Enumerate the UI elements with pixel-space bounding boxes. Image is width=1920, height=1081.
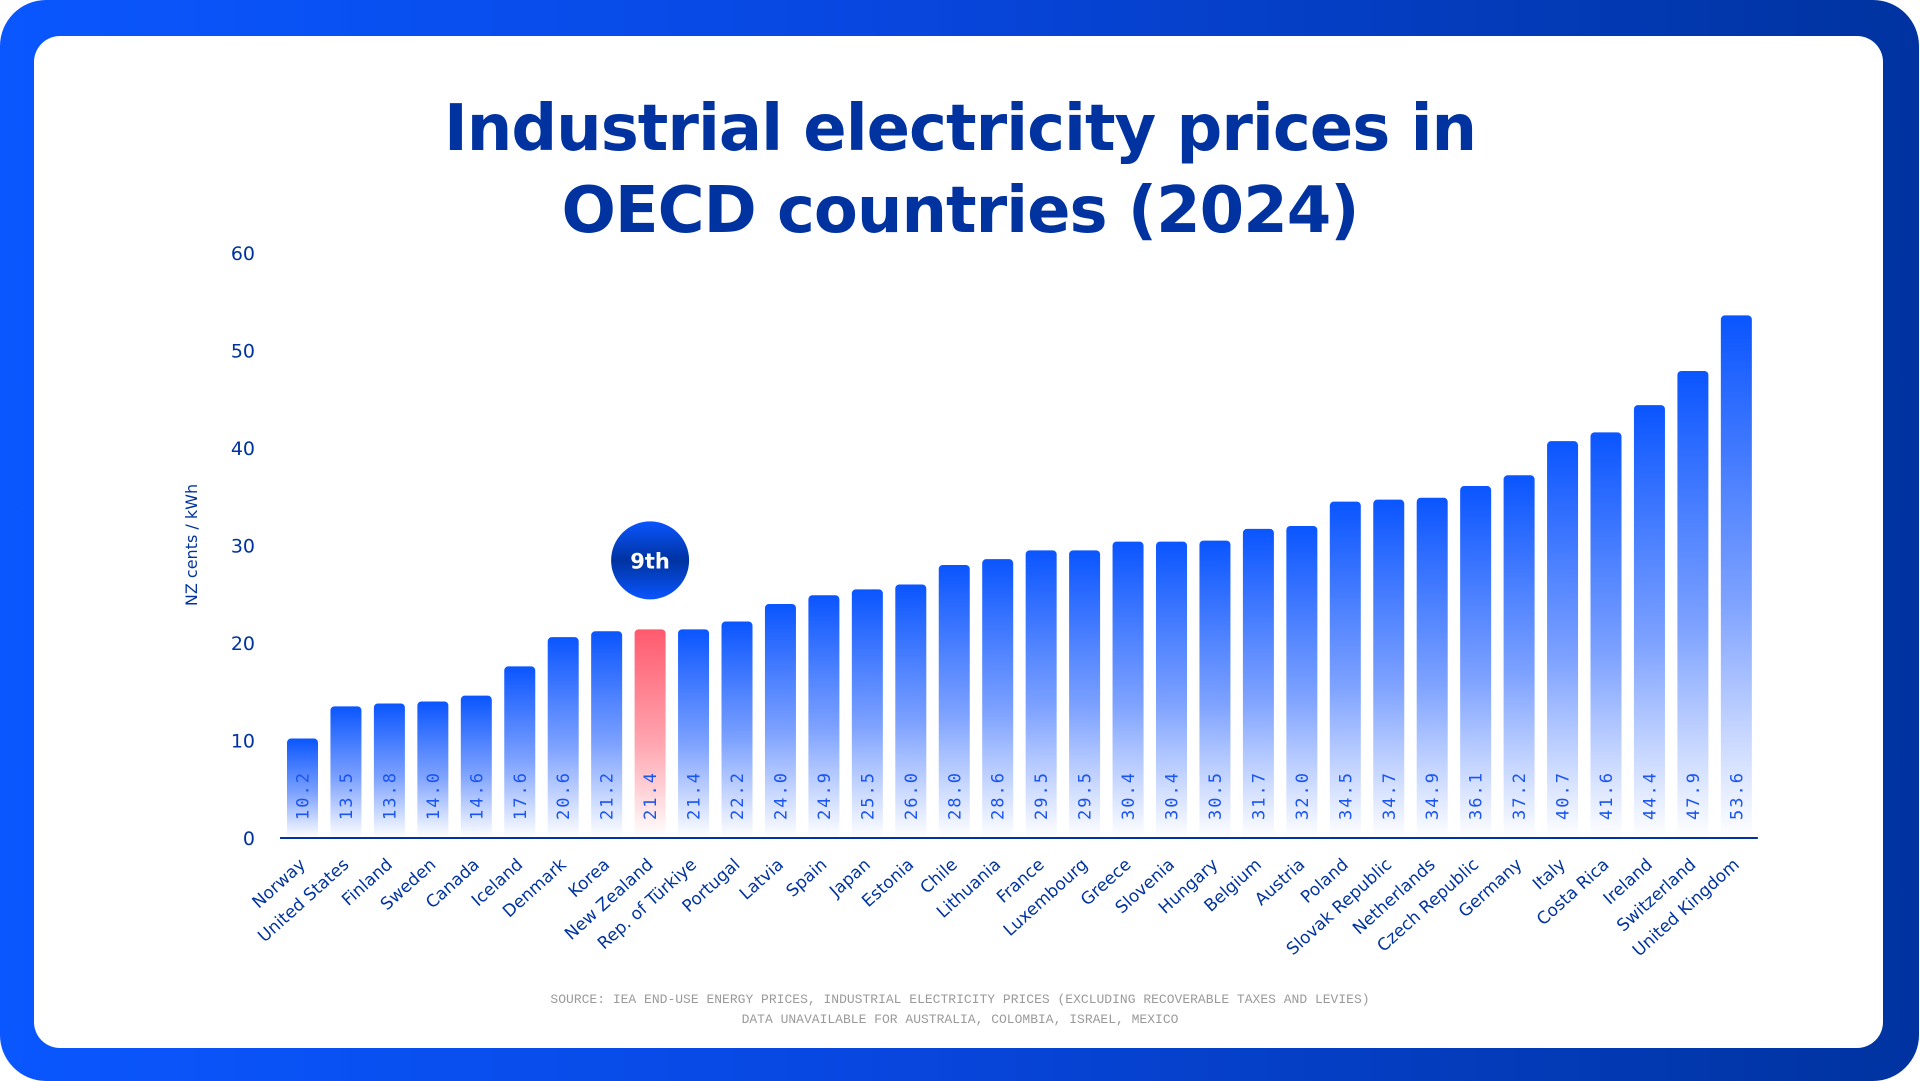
bar [721, 621, 753, 838]
bar [1677, 370, 1709, 838]
rank-badge: 9th [611, 521, 690, 600]
bar-value-label: 34.5 [1336, 771, 1356, 820]
bar [1025, 550, 1057, 838]
bar-value-label: 30.4 [1163, 771, 1183, 820]
source-line-1: SOURCE: IEA END-USE ENERGY PRICES, INDUS… [550, 992, 1370, 1007]
chart-title-line-1: Industrial electricity prices in [443, 92, 1477, 166]
bar-value-label: 28.6 [989, 771, 1009, 820]
bar [851, 589, 883, 838]
bars: 10.2 13.5 13.8 14.0 14.6 17.6 20.6 21.2 21.4 21.4… [287, 315, 1752, 838]
bar-value-label: 30.5 [1206, 771, 1226, 820]
bar [1286, 526, 1318, 838]
bar-value-label: 32.0 [1293, 771, 1313, 820]
bar [1199, 540, 1231, 838]
bar [1373, 499, 1405, 838]
bar-value-label: 13.8 [380, 771, 400, 820]
bar [938, 565, 970, 838]
y-tick-label: 50 [231, 341, 255, 363]
y-tick-label: 40 [231, 438, 255, 460]
bar-value-label: 24.9 [815, 771, 835, 820]
bar [460, 695, 492, 838]
bar [1460, 486, 1492, 838]
bar-value-label: 29.5 [1076, 771, 1096, 820]
y-tick-label: 30 [231, 536, 255, 558]
bar [895, 584, 927, 838]
bar [1242, 528, 1274, 838]
bar-value-label: 34.9 [1423, 771, 1443, 820]
bar [808, 595, 840, 838]
y-axis: 0 10 20 30 40 50 60 [231, 243, 255, 850]
bar [330, 706, 362, 838]
bar-value-label: 28.0 [945, 771, 965, 820]
y-tick-label: 20 [231, 633, 255, 655]
bar-value-label: 17.6 [511, 771, 531, 820]
bar-value-label: 21.2 [598, 771, 618, 820]
source-line-2: DATA UNAVAILABLE FOR AUSTRALIA, COLOMBIA… [741, 1012, 1179, 1027]
bar [547, 637, 579, 838]
bar [591, 631, 623, 838]
bar-value-label: 24.0 [771, 771, 791, 820]
bar [373, 703, 405, 838]
bar [1416, 497, 1448, 838]
bar-value-label: 20.6 [554, 771, 574, 820]
x-tick-label: Spain [783, 855, 832, 902]
bar-value-label: 26.0 [902, 771, 922, 820]
bar-value-label: 14.0 [424, 771, 444, 820]
bar [1720, 315, 1752, 838]
x-tick-label: Latvia [736, 855, 788, 905]
bar-value-label: 14.6 [467, 771, 487, 820]
y-tick-label: 0 [243, 828, 255, 850]
bar-value-label: 30.4 [1119, 771, 1139, 820]
bar-value-label: 22.2 [728, 771, 748, 820]
bar [1503, 475, 1535, 838]
bar [1590, 432, 1622, 838]
bar [287, 738, 318, 838]
bar-value-label: 47.9 [1684, 771, 1704, 820]
bar [504, 666, 536, 838]
bar [417, 701, 449, 838]
bar [1547, 441, 1579, 838]
bar-value-label: 21.4 [685, 771, 705, 820]
chart-title: Industrial electricity prices in OECD co… [0, 88, 1920, 252]
bar [982, 559, 1014, 838]
bar-value-label: 34.7 [1380, 771, 1400, 820]
chart-title-line-2: OECD countries (2024) [561, 174, 1359, 248]
bar [678, 629, 710, 838]
bar [1633, 405, 1665, 838]
bar [1069, 550, 1101, 838]
y-axis-title: NZ cents / kWh [182, 484, 201, 606]
y-tick-label: 10 [231, 731, 255, 753]
bar-value-label: 10.2 [294, 771, 314, 820]
bar-value-label: 31.7 [1249, 771, 1269, 820]
bar-value-label: 29.5 [1032, 771, 1052, 820]
bar-value-label: 25.5 [858, 771, 878, 820]
bar-value-label: 41.6 [1597, 771, 1617, 820]
bar [1156, 541, 1187, 838]
bar-value-label: 21.4 [641, 771, 661, 820]
y-tick-label: 60 [231, 243, 255, 265]
bar [764, 604, 796, 838]
bar-value-label: 37.2 [1510, 771, 1530, 820]
bar-value-label: 44.4 [1640, 771, 1660, 820]
x-tick-label: Austria [1251, 855, 1309, 910]
bar-value-label: 36.1 [1467, 771, 1487, 820]
bar-highlighted [634, 629, 666, 838]
bar [1329, 501, 1361, 838]
rank-badge-text: 9th [630, 549, 670, 573]
rank-badge-circle [611, 521, 690, 600]
bar-value-label: 53.6 [1727, 771, 1747, 820]
bar-value-label: 13.5 [337, 771, 357, 820]
bar [1112, 541, 1144, 838]
source-note: SOURCE: IEA END-USE ENERGY PRICES, INDUS… [0, 990, 1920, 1030]
bar-value-label: 40.7 [1554, 771, 1574, 820]
